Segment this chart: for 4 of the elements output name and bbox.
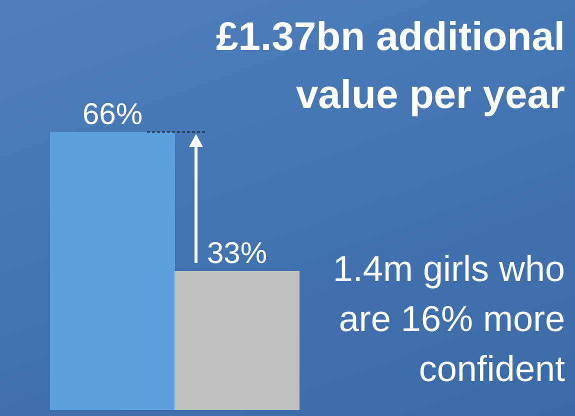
text: £1.37bn additional value per year [216, 15, 565, 117]
text: 1.4m girls who are 16% more confident [332, 247, 565, 391]
data-label: 66% [82, 98, 143, 131]
data-label: 33% [206, 237, 268, 270]
